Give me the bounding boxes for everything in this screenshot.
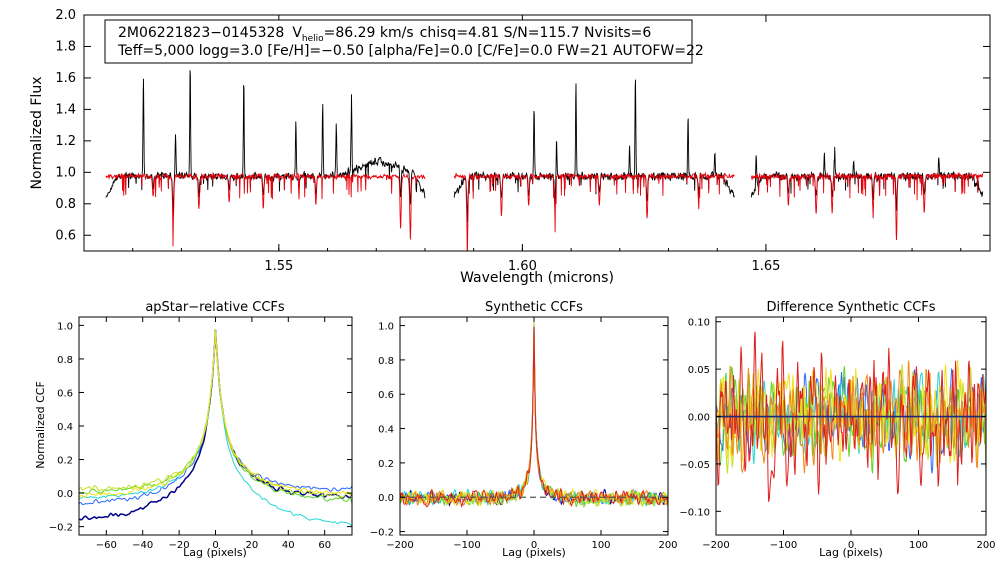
synthetic-ccf-panel: −200 −100 0 100 200 −0.2 0.0 0.2 0.4 0.6 0.8 1.0 Sy… — [370, 300, 678, 559]
synthetic-ccf-ytick-label: 1.0 — [378, 322, 394, 333]
spectrum-panel: 1.55 1.60 1.65 0.6 0.8 1.0 1.2 1.4 1.6 1.8 2.0 2M0… — [29, 8, 991, 286]
spectrum-model-line — [453, 171, 735, 251]
fit-stats: chisq=4.81 S/N=115.7 Nvisits=6 — [420, 25, 652, 41]
star-id: 2M06221823−0145328 — [118, 25, 284, 41]
apstar-ccf-xtick-label: −40 — [132, 540, 153, 551]
diff-ccf-xtick-label: 200 — [976, 540, 995, 551]
synthetic-ccf-ytick-label: −0.2 — [370, 528, 394, 539]
diff-ccf-xtick-label: −100 — [770, 540, 797, 551]
spectrum-model-line — [105, 172, 426, 247]
apstar-ccf-xtick-label: 20 — [246, 540, 259, 551]
diff-ccf-ticks: −200 −100 0 100 200 −0.10 −0.05 0.00 0.05 0.10 — [679, 317, 996, 551]
apstar-ccf-ytick-label: 0.8 — [57, 355, 73, 366]
apstar-ccf-ytick-label: 0.4 — [57, 422, 73, 433]
spectrum-xtick-label: 1.60 — [508, 259, 537, 274]
apstar-ccf-title: apStar−relative CCFs — [145, 300, 285, 315]
diff-ccf-xtick-label: −200 — [702, 540, 729, 551]
synthetic-ccf-xlabel: Lag (pixels) — [502, 546, 566, 559]
vhelio-label: V — [292, 25, 302, 41]
spectrum-ytick-label: 0.8 — [55, 197, 76, 212]
apstar-ccf-ticks: −60 −40 −20 0 20 40 60 −0.2 0.0 0.2 0.4 0.6 0.8 1.0 — [49, 317, 352, 551]
synthetic-ccf-xtick-label: −100 — [453, 540, 480, 551]
apstar-ccf-xtick-label: −20 — [169, 540, 190, 551]
synthetic-ccf-ytick-label: 0.6 — [378, 390, 394, 401]
spectrum-xlabel: Wavelength (microns) — [460, 270, 614, 286]
diff-ccf-xlabel: Lag (pixels) — [819, 546, 883, 559]
synthetic-ccf-xtick-label: 200 — [658, 540, 677, 551]
synthetic-ccf-xtick-label: 100 — [591, 540, 610, 551]
spectrum-ytick-label: 1.4 — [55, 102, 76, 117]
apstar-ccf-xtick-label: 40 — [282, 540, 295, 551]
apstar-ccf-xtick-label: 0 — [212, 540, 218, 551]
vhelio-value: =86.29 km/s — [324, 25, 414, 41]
spectrum-xtick-label: 1.65 — [751, 259, 780, 274]
synthetic-ccf-xtick-label: −200 — [386, 540, 413, 551]
apstar-ccf-series — [79, 328, 352, 527]
synthetic-ccf-series — [400, 320, 668, 509]
apstar-ccf-ytick-label: 0.0 — [57, 489, 73, 500]
spectrum-ytick-label: 1.0 — [55, 165, 76, 180]
diff-ccf-panel: −200 −100 0 100 200 −0.10 −0.05 0.00 0.05 0.10 Di… — [679, 300, 995, 559]
apstar-ccf-ytick-label: 1.0 — [57, 321, 73, 332]
diff-ccf-ytick-label: 0.00 — [688, 413, 710, 424]
diff-ccf-title: Difference Synthetic CCFs — [766, 300, 935, 315]
synthetic-ccf-xtick-label: 0 — [531, 540, 537, 551]
vhelio-subscript: helio — [302, 34, 324, 44]
spectrum-ytick-label: 1.2 — [55, 134, 76, 149]
synthetic-ccf-ytick-label: 0.2 — [378, 459, 394, 470]
spectrum-info-line1: 2M06221823−0145328 Vhelio=86.29 km/s chisq… — [118, 25, 651, 44]
apstar-ccf-ytick-label: −0.2 — [49, 523, 73, 534]
diff-ccf-xtick-label: 0 — [848, 540, 854, 551]
apstar-ccf-line — [79, 328, 352, 504]
spectrum-ytick-label: 1.8 — [55, 39, 76, 54]
synthetic-ccf-title: Synthetic CCFs — [485, 300, 583, 315]
spectrum-model-line — [750, 171, 984, 241]
spectrum-xtick-label: 1.55 — [264, 259, 293, 274]
spectrum-info-box — [104, 19, 693, 64]
synthetic-ccf-line — [400, 326, 668, 508]
synthetic-ccf-ticks: −200 −100 0 100 200 −0.2 0.0 0.2 0.4 0.6 0.8 1.0 — [370, 317, 678, 551]
synthetic-ccf-ytick-label: 0.4 — [378, 425, 394, 436]
spectrum-ticks: 1.55 1.60 1.65 0.6 0.8 1.0 1.2 1.4 1.6 1.8 2.0 — [55, 8, 990, 274]
apstar-ccf-line — [79, 332, 352, 498]
diff-ccf-xtick-label: 100 — [909, 540, 928, 551]
diff-ccf-ytick-label: −0.10 — [679, 507, 710, 518]
synthetic-ccf-ytick-label: 0.8 — [378, 356, 394, 367]
apstar-ccf-ytick-label: 0.2 — [57, 456, 73, 467]
synthetic-ccf-ytick-label: 0.0 — [378, 493, 394, 504]
apstar-ccf-ylabel: Normalized CCF — [34, 381, 47, 469]
diff-ccf-series — [716, 331, 986, 502]
apstar-ccf-xlabel: Lag (pixels) — [183, 546, 247, 559]
apstar-ccf-ytick-label: 0.6 — [57, 388, 73, 399]
spectrum-ylabel: Normalized Flux — [29, 77, 45, 190]
diff-ccf-ytick-label: 0.10 — [688, 318, 710, 329]
apstar-ccf-xtick-label: 60 — [318, 540, 331, 551]
diff-ccf-line — [716, 360, 986, 474]
spectrum-series — [105, 70, 984, 251]
apstar-ccf-line — [79, 329, 352, 500]
spectrum-ytick-label: 2.0 — [55, 8, 76, 23]
apstar-ccf-xtick-label: −60 — [96, 540, 117, 551]
spectrum-frame — [83, 14, 991, 252]
spectrum-info-line2: Teff=5,000 logg=3.0 [Fe/H]=−0.50 [alpha/… — [117, 43, 704, 59]
diff-ccf-ytick-label: −0.05 — [679, 460, 710, 471]
spectrum-ytick-label: 1.6 — [55, 71, 76, 86]
apstar-ccf-panel: −60 −40 −20 0 20 40 60 −0.2 0.0 0.2 0.4 0.6 0.8 1.0 a… — [34, 300, 353, 559]
diff-ccf-line — [716, 331, 986, 502]
spectrum-ytick-label: 0.6 — [55, 228, 76, 243]
diff-ccf-ytick-label: 0.05 — [688, 365, 710, 376]
